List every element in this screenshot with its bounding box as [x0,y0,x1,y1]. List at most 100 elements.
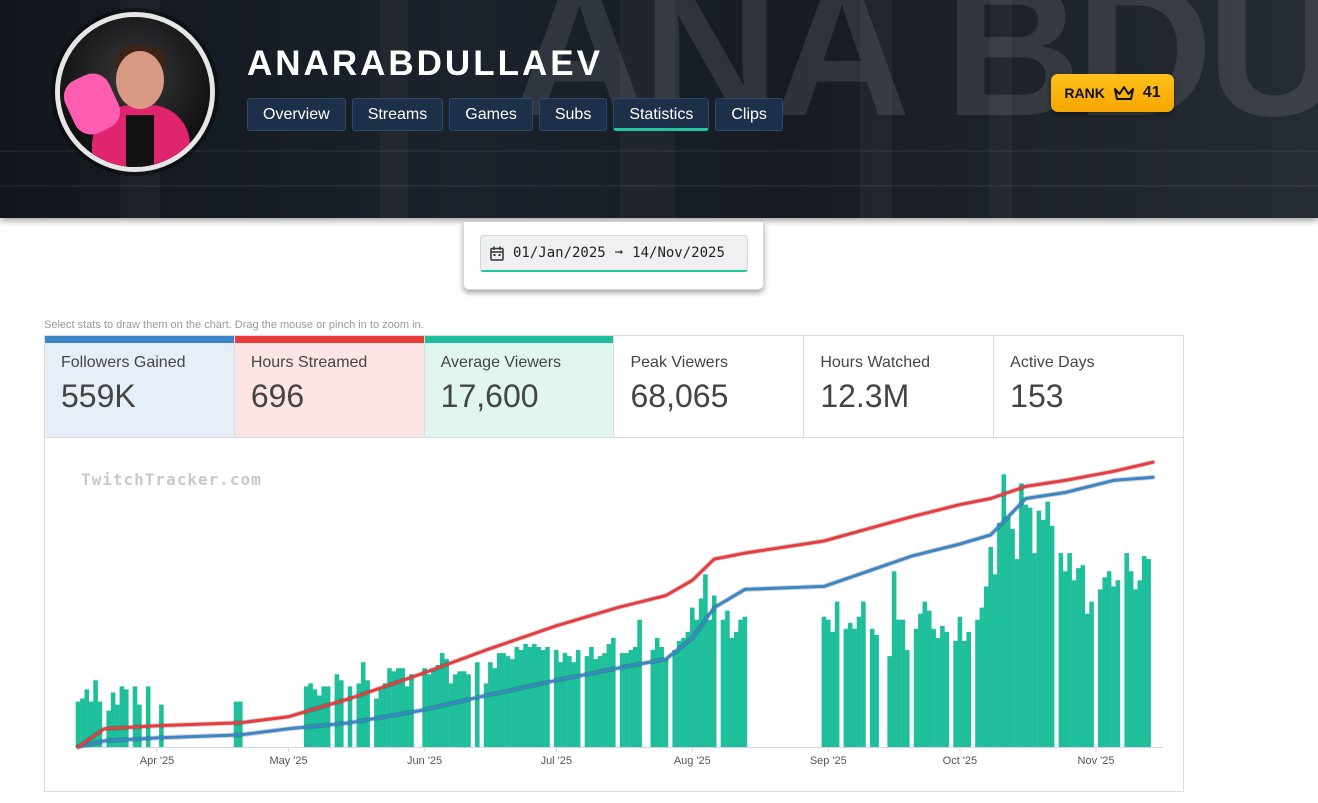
stat-value: 153 [1010,378,1064,414]
chart-bar [1001,474,1007,747]
chart-bar [1045,501,1050,747]
chart-svg[interactable]: Apr '25 May '25 Jun '25 Jul '25 Aug '25 Sep '… [45,438,1185,792]
chart-bar [404,686,410,747]
chart-bar [1058,553,1064,747]
chart-bar [611,637,616,747]
chart-bar [847,622,853,747]
chart-bar [1062,571,1068,747]
chart-bar [843,628,849,747]
stat-card-hours-streamed[interactable]: Hours Streamed 696 [234,336,425,437]
x-tick-label: May '25 [270,755,308,767]
chart-bar [676,640,682,747]
chart-bar [913,628,919,747]
chart-bar [488,662,493,747]
chart-bar [905,650,910,747]
chart-bar [321,686,326,747]
stats-chart[interactable]: TwitchTracker.com Apr '25 May '25 Jun '25 J… [44,438,1184,792]
rank-badge[interactable]: RANK 41 [1051,74,1174,112]
chart-bar [461,671,467,748]
stat-card-peak-viewers[interactable]: Peak Viewers 68,065 [614,336,805,437]
chart-bar [483,683,489,747]
stat-card-hours-watched[interactable]: Hours Watched 12.3M [804,336,995,437]
chart-bar [475,662,480,747]
chart-bar [654,637,660,747]
chart-bar [1076,568,1081,747]
chart-bar [900,619,906,747]
tab-clips[interactable]: Clips [715,98,783,131]
chart-bar [396,668,401,747]
chart-bar [505,656,511,747]
chart-bar [374,698,379,747]
chart-bar [308,683,313,747]
chart-bar [545,647,550,747]
chart-bar [725,610,730,747]
chart-bar [979,607,985,747]
chart-bar [887,656,892,747]
chart-bar [926,610,932,747]
chart-bar [567,656,572,747]
tab-streams[interactable]: Streams [351,98,444,131]
chart-bar [510,659,515,747]
chart-bar [1032,553,1037,747]
header-bg-line [0,150,1318,152]
chart-bar [1071,580,1077,747]
chart-bar [558,662,563,747]
chart-bar [88,701,94,747]
date-range-picker[interactable]: 01/Jan/2025 ➞ 14/Nov/2025 [480,235,748,272]
chart-bar [729,637,735,747]
rank-value: 41 [1142,84,1161,101]
calendar-icon [490,246,504,261]
chart-bar [707,619,713,747]
chart-bar [624,653,629,747]
chart-bar [637,619,642,747]
chart-bar [1146,559,1151,747]
chart-bar [589,647,594,747]
chart-bar [1106,571,1112,747]
chart-bar [830,631,835,747]
stat-selected-bar [45,336,234,343]
stat-card-average-viewers[interactable]: Average Viewers 17,600 [424,336,615,437]
chart-bar [532,644,537,747]
streamer-avatar[interactable] [55,12,215,172]
tab-games[interactable]: Games [449,98,533,131]
chart-bar [448,683,454,747]
chart-bar [1124,553,1129,747]
chart-bar [1036,510,1042,747]
chart-bar [80,698,85,747]
stat-card-followers-gained[interactable]: Followers Gained 559K [45,336,235,437]
stat-value: 68,065 [630,378,729,414]
chart-bar [931,628,936,747]
streamer-name: ANARABDULLAEV [247,44,603,83]
chart-bar [896,619,901,747]
chart-bar [593,659,599,747]
chart-bar [632,647,638,747]
chart-bar [1128,571,1134,747]
chart-bar [953,640,958,747]
chart-bar [834,601,840,747]
chart-bar [400,668,405,747]
chart-bar [426,674,432,747]
tab-statistics[interactable]: Statistics [613,98,710,131]
x-tick-label: Jul '25 [541,755,572,767]
chart-bar [575,650,581,747]
chart-bar [391,671,397,748]
tab-subs[interactable]: Subs [538,98,608,131]
followers-gained-line [76,475,1155,749]
chart-bar [869,628,875,747]
chart-bar [1115,580,1121,747]
stat-card-active-days[interactable]: Active Days 153 [994,336,1183,437]
tab-overview[interactable]: Overview [247,98,346,131]
chart-bar [518,650,524,747]
chart-bar [698,598,704,747]
chart-bar [439,653,445,747]
chart-bar [110,692,116,747]
chart-bar [821,616,827,747]
stat-label: Active Days [1010,354,1095,371]
chart-hint: Select stats to draw them on the chart. … [44,319,424,331]
chart-bar [1102,577,1107,747]
chart-bar [966,631,971,747]
chart-bar [496,653,502,747]
chart-bar [685,631,691,747]
x-tick-label: Jun '25 [407,755,442,767]
chart-bar [334,674,340,747]
